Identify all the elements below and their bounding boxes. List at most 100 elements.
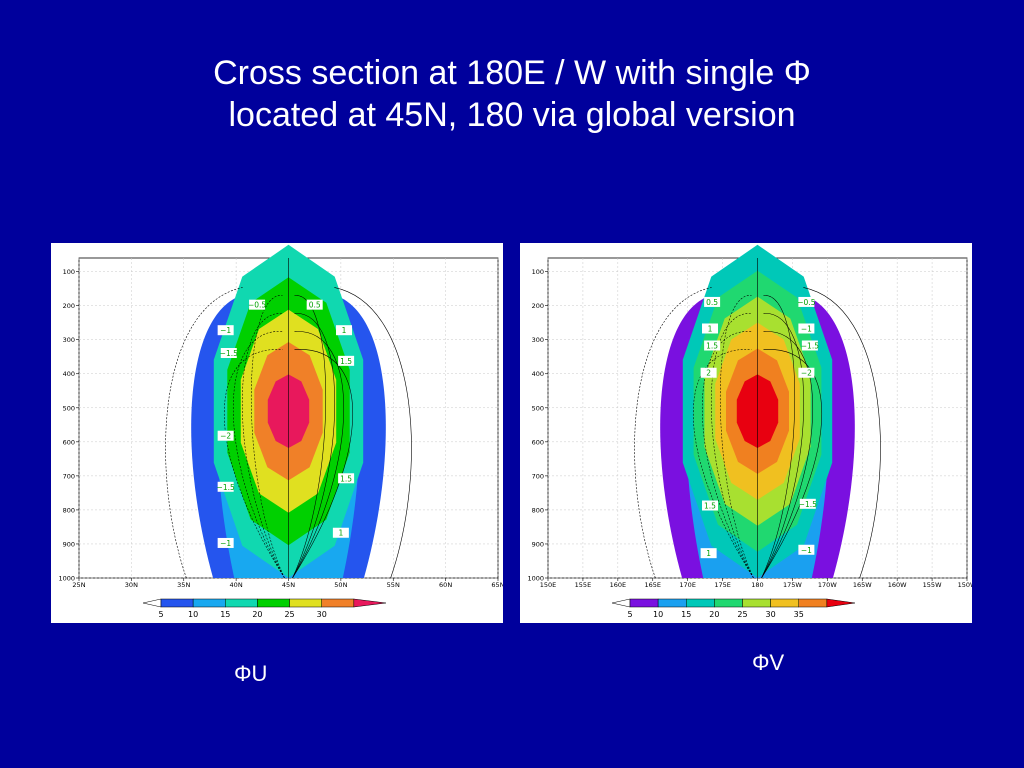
colorbar-under-triangle bbox=[142, 598, 162, 608]
y-tick-label: 700 bbox=[532, 472, 544, 480]
y-tick-label: 900 bbox=[63, 540, 75, 548]
contour-label: 1.5 bbox=[340, 474, 352, 483]
y-tick-label: 200 bbox=[63, 302, 75, 310]
contour-label: 1 bbox=[708, 324, 713, 333]
contour-label: 1 bbox=[706, 549, 711, 558]
contour-label-bg bbox=[338, 355, 355, 366]
colorbar-swatch bbox=[770, 598, 799, 608]
contour-label: 1.5 bbox=[704, 502, 716, 511]
x-tick-label: 150W bbox=[958, 581, 972, 589]
contour-line-negative bbox=[242, 313, 285, 579]
contour-line-negative bbox=[711, 313, 754, 579]
contour-label-bg bbox=[217, 481, 234, 492]
y-tick-label: 100 bbox=[63, 268, 75, 276]
x-tick-label: 165E bbox=[644, 581, 661, 589]
y-tick-label: 800 bbox=[532, 506, 544, 514]
x-tick-label: 45N bbox=[282, 581, 295, 589]
chart-panel-v: 0.5 −0.5 1 −1 1.5 −1.5 2 −2 1.5 −1.5 1 −1 100 200 300 4… bbox=[520, 243, 972, 623]
contour-label: −1 bbox=[220, 326, 231, 335]
x-tick-label: 25N bbox=[72, 581, 85, 589]
x-tick-label: 35N bbox=[177, 581, 190, 589]
y-tick-label: 600 bbox=[532, 438, 544, 446]
contour-label-bg bbox=[798, 296, 815, 307]
contour-label: −2 bbox=[220, 432, 231, 441]
x-tick-label: 160E bbox=[610, 581, 627, 589]
colorbar-over-triangle bbox=[353, 598, 387, 608]
colorbar-label: 30 bbox=[766, 610, 776, 619]
contour-label-bg bbox=[702, 323, 719, 334]
y-tick-label: 400 bbox=[63, 370, 75, 378]
contour-label-bg bbox=[704, 340, 721, 351]
y-tick-label: 900 bbox=[532, 540, 544, 548]
colorbar-label: 15 bbox=[220, 610, 230, 619]
colorbar-swatch bbox=[225, 598, 258, 608]
colorbar-swatch bbox=[742, 598, 771, 608]
contour-label: 1 bbox=[338, 529, 343, 538]
colorbar-swatch bbox=[160, 598, 194, 608]
y-tick-label: 300 bbox=[532, 336, 544, 344]
colorbar-over-triangle bbox=[826, 598, 856, 608]
slide-title: Cross section at 180E / W with single Φ … bbox=[0, 52, 1024, 136]
colorbar-swatch bbox=[629, 598, 659, 608]
colorbar-label: 20 bbox=[709, 610, 719, 619]
contour-label: −1.5 bbox=[799, 500, 817, 509]
y-tick-label: 100 bbox=[532, 268, 544, 276]
chart-v-svg: 0.5 −0.5 1 −1 1.5 −1.5 2 −2 1.5 −1.5 1 −1 100 200 300 4… bbox=[527, 244, 972, 619]
contour-line-positive bbox=[334, 287, 412, 579]
contour-line-negative bbox=[224, 349, 285, 579]
colorbar-under-triangle bbox=[611, 598, 631, 608]
contour-label-bg bbox=[306, 299, 323, 310]
slide-title-line-1: Cross section at 180E / W with single Φ bbox=[213, 54, 811, 92]
colorbar-label: 20 bbox=[252, 610, 262, 619]
x-tick-label: 175E bbox=[714, 581, 731, 589]
x-tick-label: 170W bbox=[818, 581, 837, 589]
contour-label-bg bbox=[798, 323, 815, 334]
colorbar-label: 25 bbox=[284, 610, 294, 619]
contour-label-bg bbox=[799, 498, 816, 509]
colorbar-label: 10 bbox=[653, 610, 663, 619]
x-tick-label: 155W bbox=[923, 581, 942, 589]
x-tick-label: 30N bbox=[125, 581, 138, 589]
colorbar-label: 35 bbox=[794, 610, 804, 619]
x-tick-label: 40N bbox=[230, 581, 243, 589]
contour-label-bg bbox=[249, 299, 266, 310]
contour-label-bg bbox=[220, 348, 237, 358]
x-tick-label: 60N bbox=[439, 581, 452, 589]
x-tick-label: 50N bbox=[334, 581, 347, 589]
y-tick-label: 600 bbox=[63, 438, 75, 446]
colorbar-label: 10 bbox=[188, 610, 198, 619]
contour-label-bg bbox=[798, 367, 815, 378]
contour-line-negative bbox=[165, 287, 243, 579]
x-tick-label: 55N bbox=[387, 581, 400, 589]
contour-line-negative bbox=[634, 287, 712, 579]
contour-label-bg bbox=[801, 340, 818, 351]
contour-label: 0.5 bbox=[706, 298, 718, 307]
colorbar-swatch bbox=[657, 598, 687, 608]
x-tick-label: 180 bbox=[751, 581, 763, 589]
x-tick-label: 165W bbox=[853, 581, 872, 589]
contour-label: 1.5 bbox=[706, 342, 718, 351]
colorbar-swatch bbox=[714, 598, 743, 608]
colorbar-swatch bbox=[798, 598, 828, 608]
colorbar-swatch bbox=[686, 598, 715, 608]
colorbar-swatch bbox=[257, 598, 290, 608]
contour-label-bg bbox=[217, 325, 234, 336]
contour-label-bg bbox=[338, 473, 355, 484]
contour-label-bg bbox=[336, 325, 353, 336]
y-tick-label: 500 bbox=[63, 404, 75, 412]
chart-panel-u: −0.5 0.5 −1 1 −1.5 1.5 −2 −1.5 1.5 −1 1 100 200 300 40… bbox=[51, 243, 503, 623]
colorbar-label: 25 bbox=[737, 610, 747, 619]
chart-u-svg: −0.5 0.5 −1 1 −1.5 1.5 −2 −1.5 1.5 −1 1 100 200 300 40… bbox=[58, 244, 503, 619]
contour-label-bg bbox=[217, 537, 234, 548]
contour-label-bg bbox=[798, 544, 815, 555]
y-tick-label: 1000 bbox=[527, 575, 544, 583]
contour-label: −1.5 bbox=[801, 342, 819, 351]
contour-label-bg bbox=[700, 367, 717, 378]
contour-line-positive bbox=[803, 287, 881, 579]
slide-title-line-2: located at 45N, 180 via global version bbox=[228, 96, 796, 134]
y-tick-label: 300 bbox=[63, 336, 75, 344]
colorbar-label: 5 bbox=[158, 610, 163, 619]
contour-line-negative bbox=[251, 295, 285, 579]
contour-label: −1 bbox=[801, 546, 812, 555]
y-tick-label: 1000 bbox=[58, 575, 75, 583]
